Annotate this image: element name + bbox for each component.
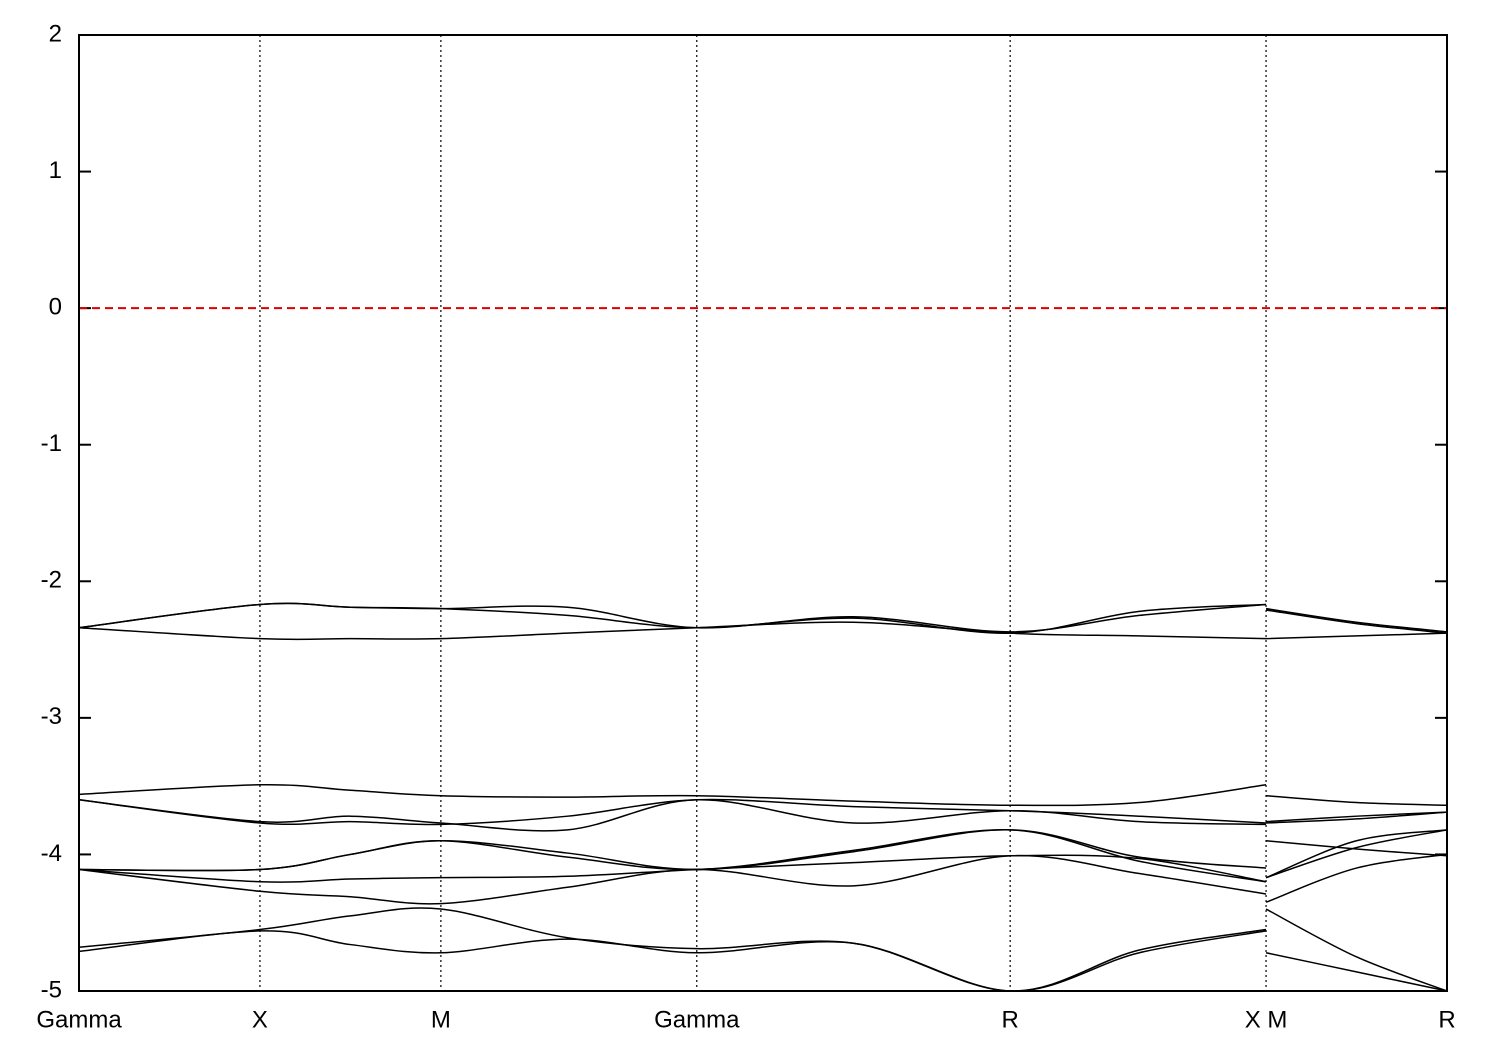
band-line <box>79 783 1447 807</box>
band-line <box>79 829 1447 872</box>
y-tick-label: -4 <box>41 840 62 867</box>
y-tick-label: -2 <box>41 567 62 594</box>
x-tick-label: Gamma <box>654 1006 740 1033</box>
plot-area <box>79 602 1447 991</box>
plot-border <box>78 34 1448 992</box>
band-line <box>79 853 1447 905</box>
x-tick-label: Gamma <box>36 1006 122 1033</box>
y-tick-label: -5 <box>41 976 62 1003</box>
x-tick-label: X <box>252 1006 268 1033</box>
band-line <box>79 602 1447 634</box>
band-line <box>79 828 1447 883</box>
x-tick-label: X M <box>1245 1006 1288 1033</box>
band-line <box>79 930 1447 991</box>
x-tick-label: M <box>431 1006 451 1033</box>
band-line <box>79 829 1447 883</box>
y-tick-label: 1 <box>49 157 62 184</box>
y-tick-label: 0 <box>49 293 62 320</box>
band-line <box>79 602 1447 633</box>
x-tick-label: R <box>1001 1006 1018 1033</box>
band-line <box>79 907 1447 991</box>
band-line <box>79 798 1447 826</box>
band-line <box>79 621 1447 641</box>
y-tick-label: -1 <box>41 430 62 457</box>
y-tick-label: 2 <box>49 20 62 47</box>
x-tick-label: R <box>1438 1006 1455 1033</box>
y-tick-label: -3 <box>41 703 62 730</box>
band-line <box>79 799 1447 832</box>
